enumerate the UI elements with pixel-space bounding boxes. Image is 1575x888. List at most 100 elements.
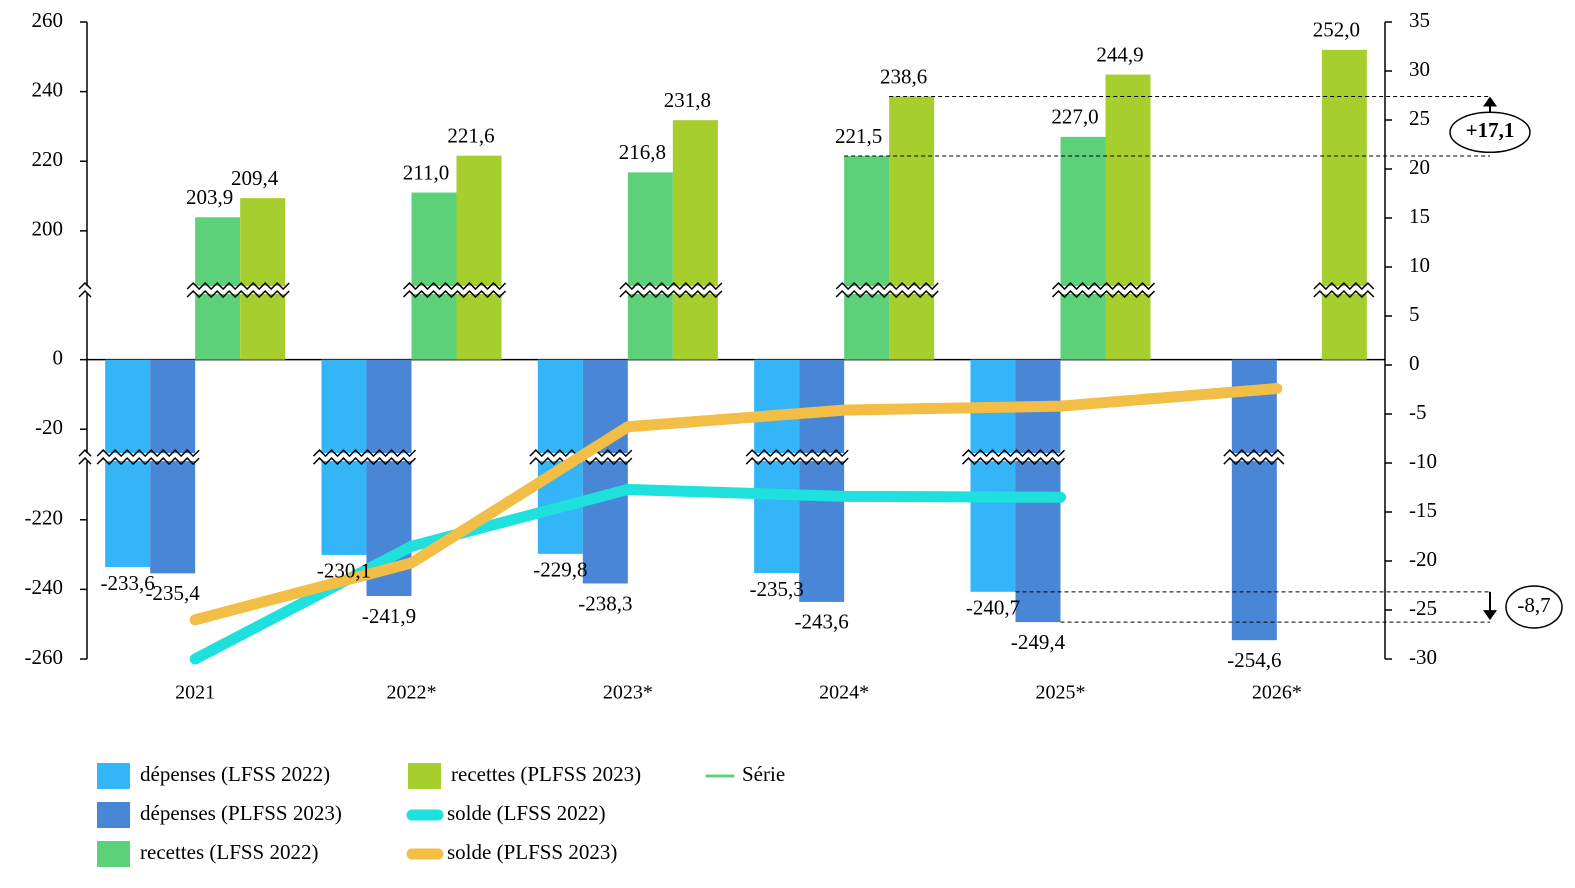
axis-break-gap <box>1313 286 1375 295</box>
axis-break <box>186 281 290 291</box>
value-label: -241,9 <box>362 604 416 628</box>
axis-break <box>96 457 200 466</box>
y2-tick-label: 15 <box>1409 204 1430 228</box>
y2-tick-label: 0 <box>1409 351 1420 375</box>
bar <box>889 96 935 360</box>
axis-break <box>312 449 417 458</box>
y-tick-label: -220 <box>25 506 64 530</box>
y2-tick-label: -5 <box>1409 400 1427 424</box>
line <box>189 383 1283 626</box>
axis-break-gap <box>97 453 204 462</box>
value-label: -238,3 <box>578 591 632 615</box>
annotation-oval <box>1449 111 1531 154</box>
legend-label: solde (PLFSS 2023) <box>447 840 617 864</box>
y-tick-label: -260 <box>25 645 64 669</box>
legend-item: solde (PLFSS 2023) <box>406 840 617 864</box>
value-label: 216,8 <box>619 140 666 164</box>
axis-break-gap <box>1052 286 1159 295</box>
y2-tick-label: -20 <box>1409 547 1437 571</box>
y2-tick-label: -25 <box>1409 596 1437 620</box>
legend-label: solde (LFSS 2022) <box>447 801 606 825</box>
legend-label: Série <box>742 762 785 786</box>
axis-break <box>961 449 1066 458</box>
axis-break <box>619 289 723 299</box>
value-label: 227,0 <box>1051 105 1098 129</box>
legend-label: dépenses (PLFSS 2023) <box>140 801 342 825</box>
legend-item: solde (LFSS 2022) <box>406 801 606 825</box>
value-label: 252,0 <box>1313 18 1360 42</box>
axis-break <box>312 457 417 466</box>
axis-break <box>78 289 92 298</box>
axis-break <box>619 281 723 291</box>
legend-item: dépenses (LFSS 2022) <box>97 762 330 789</box>
bar <box>105 359 151 568</box>
legend-item: Série <box>705 762 785 786</box>
legend-item: recettes (LFSS 2022) <box>97 840 318 867</box>
axis-break <box>1313 281 1375 291</box>
y-tick-label: -20 <box>35 415 63 439</box>
arrow-head <box>1483 96 1497 107</box>
y-tick-label: 240 <box>32 77 64 101</box>
value-label: -254,6 <box>1227 648 1281 672</box>
axis-break-gap <box>619 286 726 295</box>
annotation-oval <box>1505 585 1563 629</box>
axis-break <box>745 457 849 466</box>
bar <box>1321 49 1367 360</box>
bar <box>1231 359 1277 641</box>
axis-break-gap <box>313 453 420 462</box>
axis-break <box>745 449 849 458</box>
y-tick-label: 200 <box>32 217 64 241</box>
value-label: -235,4 <box>146 581 201 605</box>
y-tick-label: 220 <box>32 147 64 171</box>
axis-break <box>96 449 200 458</box>
x-tick-label: 2025* <box>1036 682 1086 704</box>
y2-tick-label: 5 <box>1409 302 1420 326</box>
y2-tick-label: 35 <box>1409 8 1430 32</box>
x-tick-label: 2021 <box>175 682 215 704</box>
axis-break-gap <box>962 453 1069 462</box>
value-label: -230,1 <box>317 559 371 583</box>
bar <box>150 359 196 574</box>
axis-break <box>1051 289 1156 299</box>
axis-break-gap <box>79 453 95 462</box>
legend-swatch <box>408 763 441 789</box>
y-tick-label: 260 <box>32 8 64 32</box>
value-label: 211,0 <box>403 160 449 184</box>
annotation: +17,1 <box>1466 118 1515 142</box>
bar <box>799 359 845 602</box>
x-tick-label: 2026* <box>1252 682 1302 704</box>
axis-break <box>78 457 92 465</box>
value-label: -235,3 <box>750 577 804 601</box>
axis-break <box>835 289 939 299</box>
bar <box>240 198 286 360</box>
y2-tick-label: -30 <box>1409 645 1437 669</box>
axis-break <box>835 281 939 291</box>
y2-tick-label: 25 <box>1409 106 1430 130</box>
legend-label: recettes (LFSS 2022) <box>140 840 318 864</box>
y-tick-label: 0 <box>53 345 64 369</box>
axis-break <box>1051 281 1156 291</box>
bar <box>1060 136 1106 360</box>
legend-swatch <box>97 763 130 789</box>
value-label: 209,4 <box>231 166 279 190</box>
axis-break-gap <box>746 453 853 462</box>
y2-tick-label: 10 <box>1409 253 1430 277</box>
value-label: -243,6 <box>795 610 849 634</box>
axis-break <box>1223 449 1285 458</box>
axis-break <box>78 449 92 457</box>
axis-break <box>1313 289 1375 299</box>
value-label: 238,6 <box>880 64 927 88</box>
axis-break-gap <box>79 286 95 295</box>
y2-tick-label: -10 <box>1409 449 1437 473</box>
value-label: 221,5 <box>835 124 882 148</box>
legend-swatch <box>97 802 130 828</box>
axis-break-gap <box>187 286 294 295</box>
axis-break <box>186 289 290 299</box>
y-tick-label: -240 <box>25 575 64 599</box>
y2-tick-label: -15 <box>1409 498 1437 522</box>
axis-break <box>961 457 1066 466</box>
bar <box>844 156 890 360</box>
x-tick-label: 2022* <box>387 682 437 704</box>
y2-tick-label: 30 <box>1409 57 1430 81</box>
